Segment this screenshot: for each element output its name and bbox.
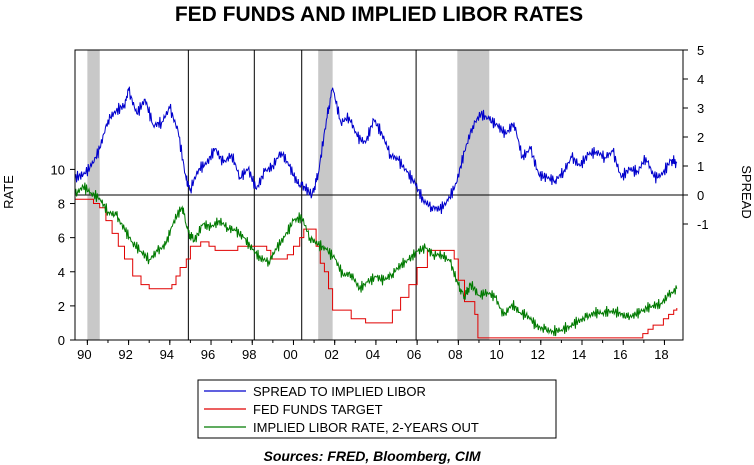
x-axis: 90 92 94 96 98 00 02 04 06 08 10 12 14 16 18 (77, 340, 669, 362)
x-tick-label: 02 (324, 347, 338, 362)
x-tick-label: 14 (572, 347, 586, 362)
right-tick-label: 3 (697, 101, 704, 116)
right-tick-label: 4 (697, 72, 704, 87)
left-tick-label: 10 (51, 162, 65, 177)
x-tick-label: 18 (654, 347, 668, 362)
right-tick-label: 5 (697, 43, 704, 58)
right-tick-label: 0 (697, 188, 704, 203)
series-layer (74, 86, 678, 339)
x-tick-label: 00 (283, 347, 297, 362)
left-tick-label: 4 (58, 265, 65, 280)
series-line-libor (74, 182, 678, 337)
x-tick-label: 96 (201, 347, 215, 362)
right-axis-title: SPREAD (739, 165, 754, 218)
series-line-spread (74, 86, 678, 215)
right-tick-label: 2 (697, 130, 704, 145)
legend-box (197, 379, 557, 439)
x-tick-label: 06 (407, 347, 421, 362)
left-tick-label: 2 (58, 299, 65, 314)
right-tick-label: -1 (697, 217, 709, 232)
left-tick-label: 0 (58, 333, 65, 348)
x-tick-label: 92 (118, 347, 132, 362)
left-tick-label: 6 (58, 231, 65, 246)
x-tick-label: 98 (242, 347, 256, 362)
x-tick-label: 16 (613, 347, 627, 362)
legend-label-spread: SPREAD TO IMPLIED LIBOR (253, 384, 426, 399)
legend-label-libor: IMPLIED LIBOR RATE, 2-YEARS OUT (253, 420, 479, 435)
x-tick-label: 94 (160, 347, 174, 362)
source-note: Sources: FRED, Bloomberg, CIM (263, 448, 480, 464)
left-y-axis: 0 2 4 6 8 10 (51, 162, 75, 348)
x-tick-label: 90 (77, 347, 91, 362)
x-tick-label: 12 (531, 347, 545, 362)
right-y-axis: -1 0 1 2 3 4 5 (683, 43, 709, 232)
chart-title: FED FUNDS AND IMPLIED LIBOR RATES (175, 3, 583, 26)
x-tick-label: 10 (489, 347, 503, 362)
x-tick-label: 04 (366, 347, 380, 362)
series-line-fedfunds (75, 198, 678, 339)
left-axis-title: RATE (1, 175, 16, 209)
left-tick-label: 8 (58, 197, 65, 212)
legend-label-fedfunds: FED FUNDS TARGET (253, 402, 383, 417)
x-tick-label: 08 (448, 347, 462, 362)
right-tick-label: 1 (697, 159, 704, 174)
legend: SPREAD TO IMPLIED LIBOR FED FUNDS TARGET… (197, 379, 557, 439)
